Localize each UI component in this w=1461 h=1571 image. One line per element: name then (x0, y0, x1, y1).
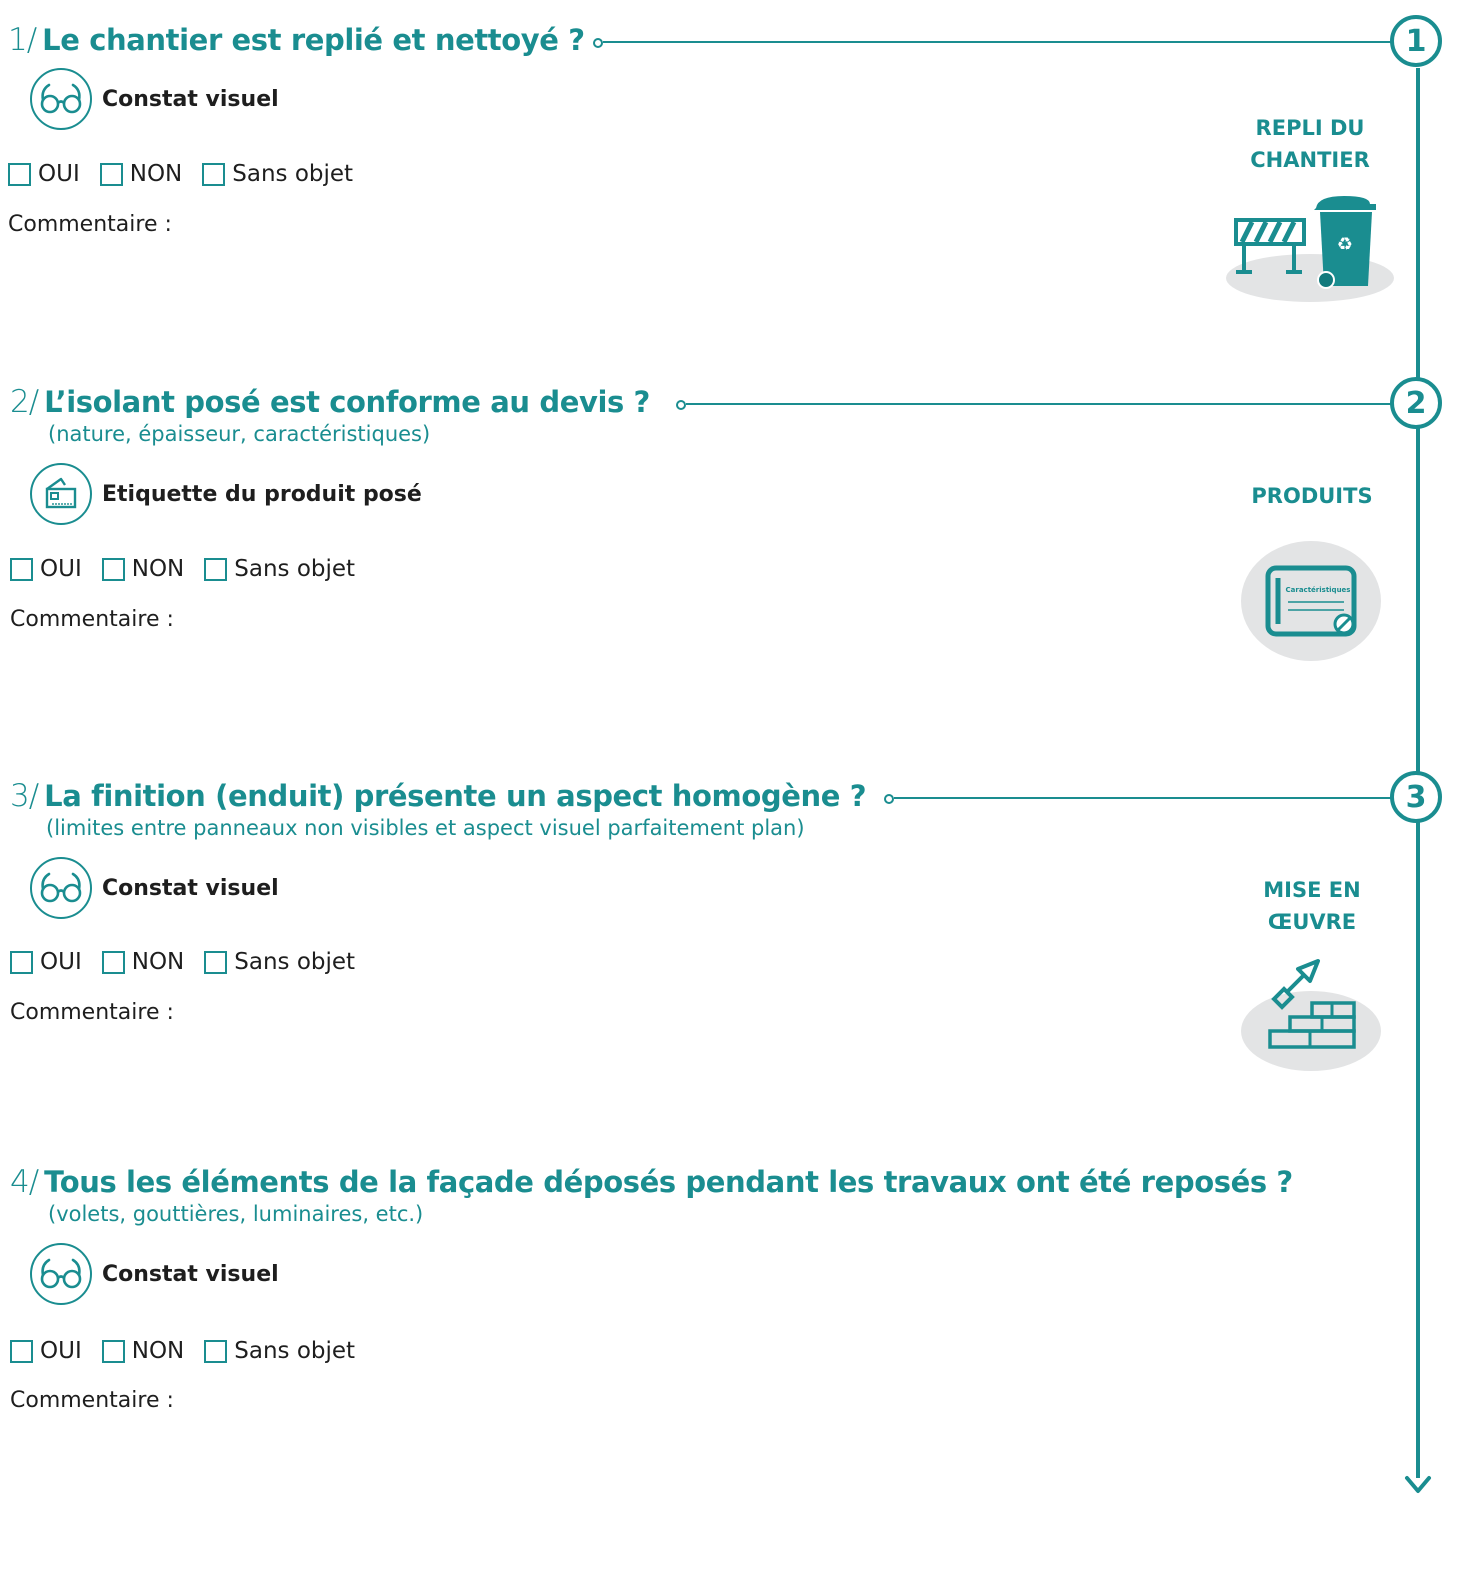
option-oui[interactable]: OUI (10, 556, 82, 582)
question-heading: 1/ Le chantier est replié et nettoyé ? (8, 22, 585, 58)
comment-label: Commentaire : (10, 1000, 174, 1025)
category-label-line: CHANTIER (1250, 148, 1370, 172)
method-label: Constat visuel (102, 86, 279, 112)
option-label: Sans objet (234, 556, 356, 582)
comment-label: Commentaire : (10, 1388, 174, 1413)
question-number: 1/ (8, 22, 37, 58)
question-title: Tous les éléments de la façade déposés p… (44, 1165, 1293, 1199)
question-subtitle: (volets, gouttières, luminaires, etc.) (48, 1202, 424, 1226)
checkbox-oui[interactable] (8, 162, 31, 186)
option-label: OUI (40, 949, 82, 975)
option-non[interactable]: NON (99, 161, 183, 187)
option-label: NON (131, 1338, 185, 1364)
option-non[interactable]: NON (101, 949, 185, 975)
question-subtitle: (nature, épaisseur, caractéristiques) (48, 422, 431, 446)
step-marker: 1 (1390, 15, 1442, 67)
checkbox-sans-objet[interactable] (204, 1339, 228, 1363)
option-sans-objet[interactable]: Sans objet (204, 556, 355, 582)
option-oui[interactable]: OUI (10, 1338, 82, 1364)
option-label: OUI (38, 161, 80, 187)
glasses-icon (30, 68, 92, 130)
checkbox-sans-objet[interactable] (204, 557, 228, 581)
option-label: OUI (40, 1338, 82, 1364)
category-label: MISE EN ŒUVRE (1222, 874, 1402, 938)
answer-options: OUI NON Sans objet (8, 161, 373, 187)
category-label-line: ŒUVRE (1267, 910, 1357, 934)
option-label: OUI (40, 556, 82, 582)
verification-method: Etiquette du produit posé (30, 463, 422, 525)
connector-dot (884, 794, 894, 804)
checkbox-sans-objet[interactable] (204, 950, 228, 974)
question-heading: 2/ L’isolant posé est conforme au devis … (10, 384, 650, 420)
svg-text:♻: ♻ (1337, 234, 1353, 255)
checkbox-non[interactable] (101, 950, 125, 974)
option-non[interactable]: NON (101, 1338, 185, 1364)
checkbox-oui[interactable] (10, 950, 33, 974)
option-non[interactable]: NON (101, 556, 185, 582)
category-label-line: PRODUITS (1251, 484, 1373, 508)
answer-options: OUI NON Sans objet (10, 949, 375, 975)
barrier-and-recycling-bin-icon: ♻ (1226, 196, 1394, 302)
category-label: REPLI DU CHANTIER (1220, 112, 1400, 176)
question-heading: 4/ Tous les éléments de la façade déposé… (10, 1164, 1293, 1200)
glasses-icon (30, 1243, 92, 1305)
verification-method: Constat visuel (30, 857, 279, 919)
question-title: Le chantier est replié et nettoyé ? (42, 23, 585, 57)
glasses-icon (30, 857, 92, 919)
option-oui[interactable]: OUI (8, 161, 80, 187)
checkbox-oui[interactable] (10, 1339, 33, 1363)
option-label: NON (131, 556, 185, 582)
checkbox-oui[interactable] (10, 557, 33, 581)
question-heading: 3/ La finition (enduit) présente un aspe… (10, 778, 867, 814)
option-label: Sans objet (234, 1338, 356, 1364)
product-label-icon (30, 463, 92, 525)
trowel-and-bricks-icon (1241, 959, 1381, 1071)
category-label-line: MISE EN (1263, 878, 1361, 902)
connector-dot (593, 38, 603, 48)
option-label: Sans objet (232, 161, 354, 187)
timeline-arrow-icon (1405, 1476, 1431, 1493)
option-sans-objet[interactable]: Sans objet (204, 949, 355, 975)
category-label-line: REPLI DU (1255, 116, 1365, 140)
connector-line (603, 41, 1391, 43)
question-title: La finition (enduit) présente un aspect … (44, 779, 867, 813)
checkbox-non[interactable] (101, 1339, 125, 1363)
option-sans-objet[interactable]: Sans objet (204, 1338, 355, 1364)
connector-dot (676, 400, 686, 410)
option-oui[interactable]: OUI (10, 949, 82, 975)
step-marker: 3 (1390, 771, 1442, 823)
method-label: Etiquette du produit posé (102, 481, 422, 507)
comment-label: Commentaire : (10, 607, 174, 632)
specification-sheet-icon: Caractéristiques (1241, 541, 1381, 661)
checkbox-sans-objet[interactable] (202, 162, 226, 186)
question-subtitle: (limites entre panneaux non visibles et … (46, 816, 805, 840)
checkbox-non[interactable] (101, 557, 125, 581)
option-label: NON (129, 161, 183, 187)
question-number: 3/ (10, 778, 39, 814)
question-title: L’isolant posé est conforme au devis ? (44, 385, 650, 419)
method-label: Constat visuel (102, 875, 279, 901)
option-sans-objet[interactable]: Sans objet (202, 161, 353, 187)
category-label: PRODUITS (1222, 480, 1402, 512)
sheet-title: Caractéristiques (1286, 586, 1351, 594)
connector-line (894, 797, 1391, 799)
checkbox-non[interactable] (99, 162, 123, 186)
option-label: NON (131, 949, 185, 975)
verification-method: Constat visuel (30, 68, 279, 130)
connector-line (686, 403, 1391, 405)
question-number: 4/ (10, 1164, 39, 1200)
question-number: 2/ (10, 384, 39, 420)
verification-method: Constat visuel (30, 1243, 279, 1305)
step-marker: 2 (1390, 377, 1442, 429)
method-label: Constat visuel (102, 1261, 279, 1287)
comment-label: Commentaire : (8, 212, 172, 237)
answer-options: OUI NON Sans objet (10, 1338, 375, 1364)
answer-options: OUI NON Sans objet (10, 556, 375, 582)
option-label: Sans objet (234, 949, 356, 975)
